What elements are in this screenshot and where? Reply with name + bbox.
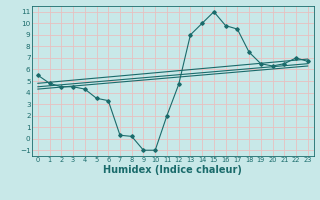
X-axis label: Humidex (Indice chaleur): Humidex (Indice chaleur)	[103, 165, 242, 175]
